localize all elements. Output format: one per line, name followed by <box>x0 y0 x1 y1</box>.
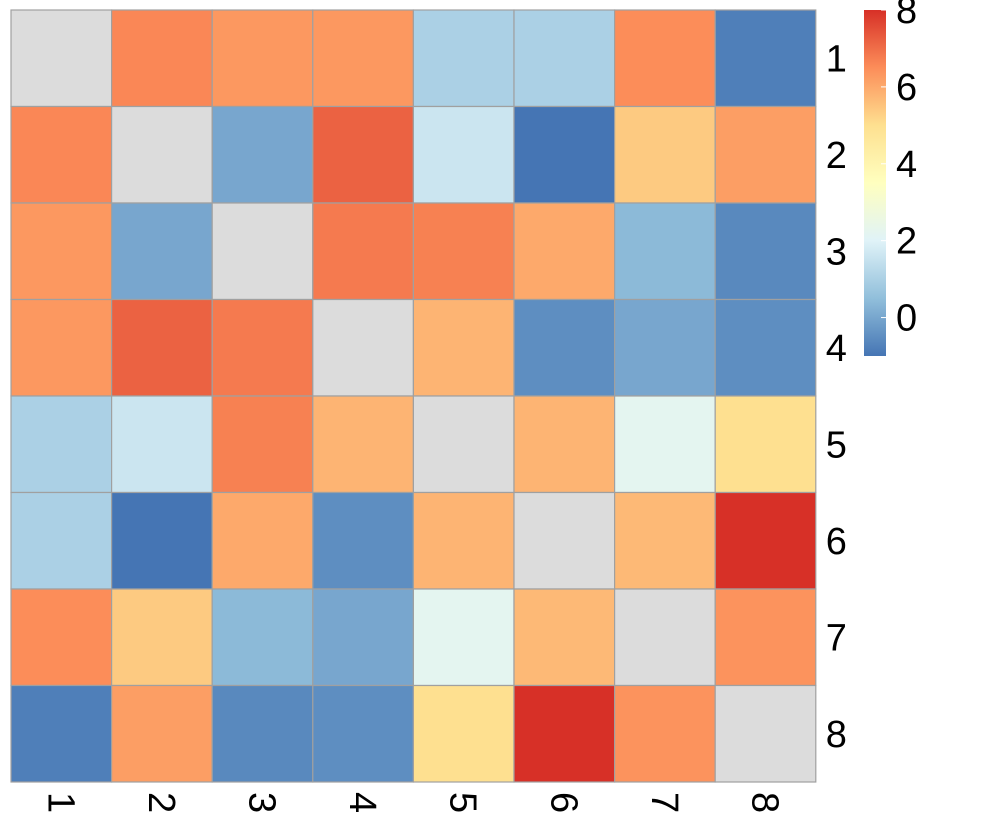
heatmap-cell-r5-c8 <box>714 395 817 494</box>
colorbar-tick-label: 6 <box>896 67 917 109</box>
row-label: 7 <box>826 617 847 659</box>
row-label: 1 <box>826 38 847 80</box>
heatmap-cell-r1-c7 <box>613 9 716 108</box>
heatmap-cell-r5-c7 <box>613 395 716 494</box>
heatmap-cell-r8-c8 <box>714 684 817 783</box>
heatmap-cell-r2-c8 <box>714 105 817 204</box>
heatmap-cell-r5-c3 <box>211 395 314 494</box>
heatmap-cell-r5-c5 <box>412 395 515 494</box>
column-label: 3 <box>241 792 283 813</box>
heatmap-cell-r6-c7 <box>613 491 716 590</box>
colorbar-gradient <box>864 10 886 356</box>
heatmap-cell-r1-c8 <box>714 9 817 108</box>
heatmap-cell-r5-c1 <box>10 395 113 494</box>
heatmap-cell-r2-c4 <box>312 105 414 204</box>
heatmap-cell-r6-c5 <box>412 491 515 590</box>
heatmap-cell-r4-c3 <box>211 298 314 397</box>
heatmap-cell-r1-c6 <box>513 9 616 108</box>
heatmap-cell-r4-c5 <box>412 298 515 397</box>
colorbar <box>864 10 886 356</box>
heatmap-cell-r7-c2 <box>110 588 213 687</box>
heatmap-cells <box>10 9 817 783</box>
heatmap-cell-r5-c4 <box>312 395 414 494</box>
column-label: 1 <box>39 792 81 813</box>
heatmap-cell-r4-c6 <box>513 298 616 397</box>
heatmap-cell-r8-c5 <box>412 684 515 783</box>
heatmap-cell-r2-c2 <box>110 105 213 204</box>
heatmap-cell-r4-c8 <box>714 298 817 397</box>
column-label: 8 <box>744 792 786 813</box>
heatmap-cell-r2-c5 <box>412 105 515 204</box>
heatmap-cell-r7-c3 <box>211 588 314 687</box>
column-label: 6 <box>542 792 584 813</box>
heatmap-cell-r3-c3 <box>211 202 314 301</box>
heatmap-cell-r7-c4 <box>312 588 414 687</box>
colorbar-tick-label: 8 <box>896 0 917 32</box>
heatmap-cell-r4-c1 <box>10 298 113 397</box>
heatmap-cell-r3-c4 <box>312 202 414 301</box>
heatmap-cell-r1-c5 <box>412 9 515 108</box>
row-label: 2 <box>826 135 847 177</box>
colorbar-tick-label: 2 <box>896 221 917 263</box>
heatmap-cell-r2-c7 <box>613 105 716 204</box>
heatmap-cell-r7-c6 <box>513 588 616 687</box>
column-labels: 1 2 3 4 5 6 7 8 <box>39 792 785 813</box>
row-label: 4 <box>826 328 847 370</box>
heatmap-cell-r2-c3 <box>211 105 314 204</box>
heatmap-cell-r3-c8 <box>714 202 817 301</box>
heatmap-cell-r4-c2 <box>110 298 213 397</box>
heatmap-cell-r3-c2 <box>110 202 213 301</box>
heatmap-cell-r3-c6 <box>513 202 616 301</box>
row-label: 8 <box>826 714 847 756</box>
heatmap-cell-r8-c1 <box>10 684 113 783</box>
row-label: 5 <box>826 424 847 466</box>
heatmap-cell-r8-c6 <box>513 684 616 783</box>
heatmap-cell-r4-c7 <box>613 298 716 397</box>
column-label: 7 <box>643 792 685 813</box>
colorbar-tick-labels: 0 2 4 6 8 <box>881 0 917 340</box>
heatmap-cell-r8-c7 <box>613 684 716 783</box>
row-labels: 1 2 3 4 5 6 7 8 <box>826 38 847 756</box>
colorbar-tick-label: 0 <box>896 298 917 340</box>
heatmap-cell-r6-c2 <box>110 491 213 590</box>
heatmap-cell-r4-c4 <box>312 298 414 397</box>
heatmap-cell-r5-c2 <box>110 395 213 494</box>
heatmap-cell-r6-c8 <box>714 491 817 590</box>
heatmap-cell-r1-c3 <box>211 9 314 108</box>
heatmap-cell-r8-c2 <box>110 684 213 783</box>
heatmap-cell-r8-c3 <box>211 684 314 783</box>
heatmap-cell-r5-c6 <box>513 395 616 494</box>
heatmap-cell-r8-c4 <box>312 684 414 783</box>
heatmap-cell-r1-c4 <box>312 9 414 108</box>
row-label: 6 <box>826 521 847 563</box>
heatmap-cell-r6-c3 <box>211 491 314 590</box>
heatmap-cell-r7-c8 <box>714 588 817 687</box>
heatmap-cell-r6-c4 <box>312 491 414 590</box>
heatmap-cell-r7-c5 <box>412 588 515 687</box>
heatmap-cell-r7-c1 <box>10 588 113 687</box>
colorbar-tick-label: 4 <box>896 144 917 186</box>
heatmap-cell-r3-c1 <box>10 202 113 301</box>
heatmap-cell-r7-c7 <box>613 588 716 687</box>
heatmap-cell-r2-c6 <box>513 105 616 204</box>
heatmap-cell-r1-c2 <box>110 9 213 108</box>
row-label: 3 <box>826 231 847 273</box>
column-label: 4 <box>341 792 383 813</box>
heatmap-cell-r6-c1 <box>10 491 113 590</box>
heatmap-cell-r2-c1 <box>10 105 113 204</box>
heatmap-cell-r3-c7 <box>613 202 716 301</box>
heatmap-cell-r3-c5 <box>412 202 515 301</box>
heatmap-cell-r1-c1 <box>10 9 113 108</box>
column-label: 5 <box>442 792 484 813</box>
heatmap-cell-r6-c6 <box>513 491 616 590</box>
column-label: 2 <box>140 792 182 813</box>
